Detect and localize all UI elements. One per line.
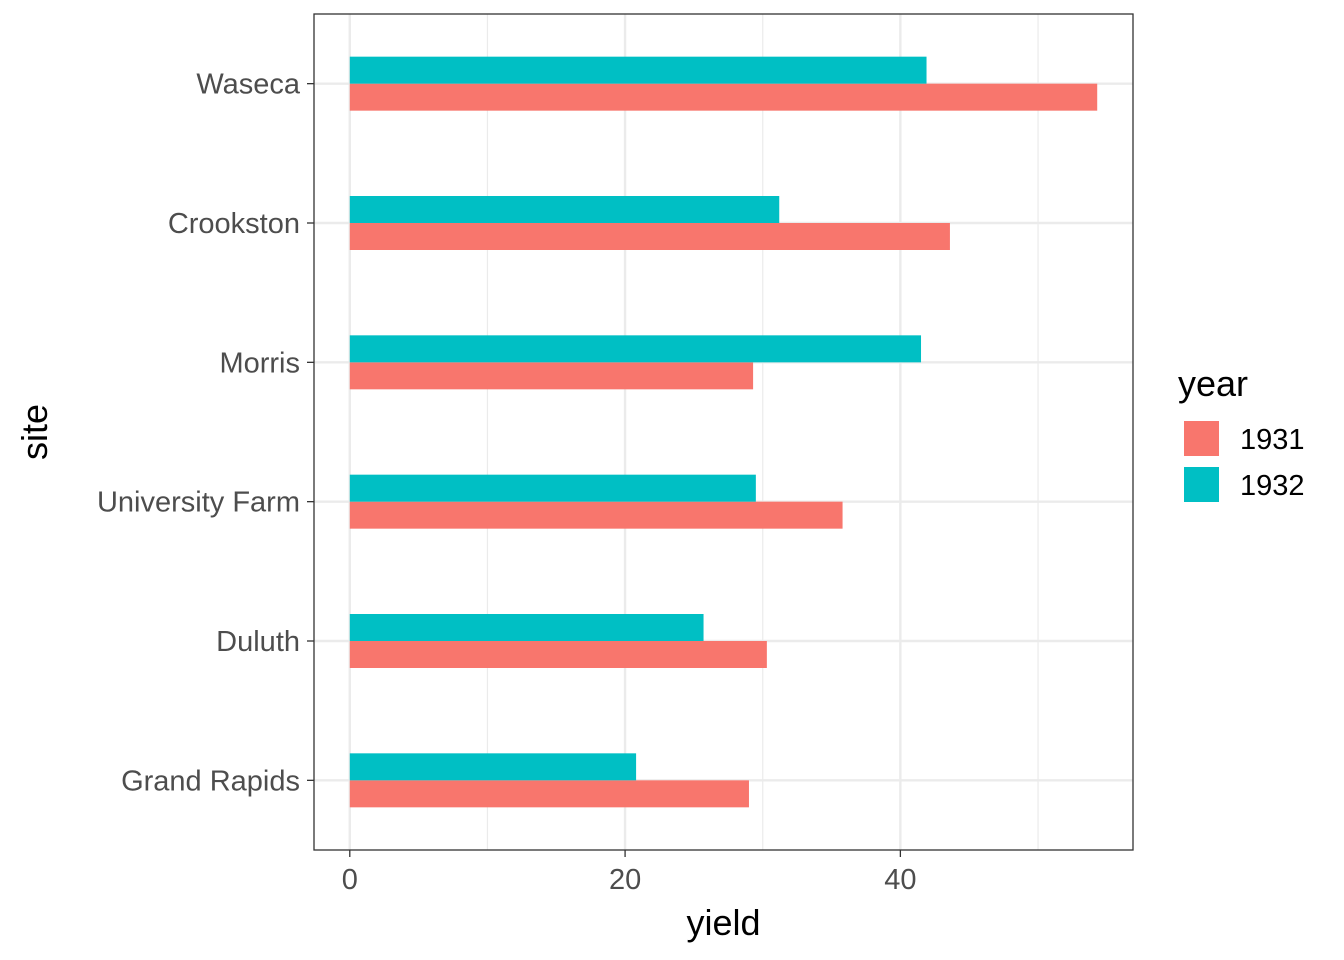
bar-1931-waseca [349,83,1098,111]
panel-border [313,13,1134,851]
legend-label-1931: 1931 [1240,424,1305,456]
bars [349,56,1098,808]
legend-swatch-1932 [1184,467,1219,502]
y-tick-label: Duluth [216,626,300,658]
bar-1932-waseca [349,56,927,84]
y-tick-label: Crookston [168,208,300,240]
legend: year 1931 1932 [1178,363,1305,502]
bar-1931-morris [349,362,754,390]
x-tick-label: 40 [884,864,916,896]
y-axis-title: site [14,404,55,460]
legend-title: year [1178,363,1248,404]
bar-1932-crookston [349,196,780,223]
y-tick-label: Waseca [196,69,301,101]
bar-1932-grand-rapids [349,753,637,781]
y-axis-ticks: Grand Rapids Duluth University Farm Morris C… [97,69,314,797]
x-axis-ticks: 0 20 40 [342,850,917,896]
x-axis-title: yield [686,902,760,943]
y-tick-label: University Farm [97,487,300,519]
legend-swatch-1931 [1184,421,1219,456]
bar-1931-crookston [349,223,950,250]
x-tick-label: 0 [342,864,358,896]
legend-items: 1931 1932 [1184,421,1305,502]
x-tick-label: 20 [609,864,641,896]
grid-lines [314,14,1133,850]
bar-1932-morris [349,335,922,363]
bar-1932-duluth [349,614,704,641]
bar-1932-university-farm [349,474,756,502]
bar-1931-duluth [349,641,767,668]
bar-1931-university-farm [349,501,843,529]
y-tick-label: Grand Rapids [121,765,300,797]
bar-1931-grand-rapids [349,780,749,808]
legend-label-1932: 1932 [1240,470,1305,502]
y-tick-label: Morris [219,347,300,379]
